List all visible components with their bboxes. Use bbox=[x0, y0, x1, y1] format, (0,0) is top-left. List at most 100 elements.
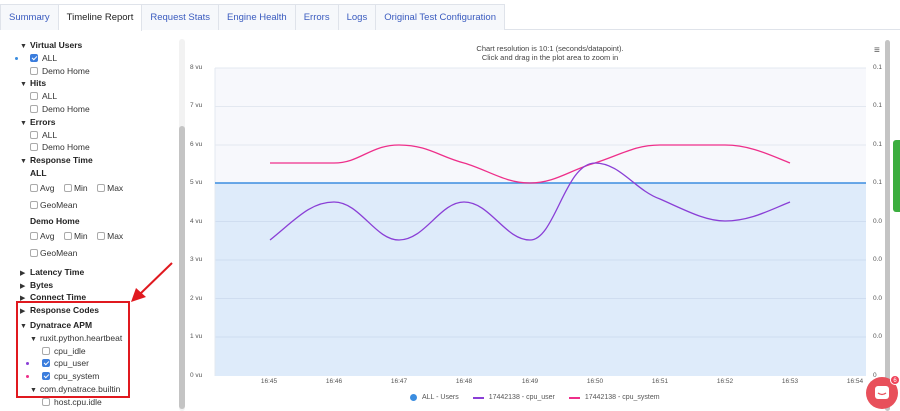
checkbox[interactable] bbox=[30, 231, 38, 240]
series-color-dot bbox=[15, 56, 18, 60]
group-virtual-users[interactable]: ▼ Virtual Users bbox=[20, 39, 123, 52]
checkbox[interactable] bbox=[30, 200, 38, 209]
group-errors[interactable]: ▼ Errors bbox=[20, 116, 123, 129]
checkbox[interactable] bbox=[30, 183, 38, 192]
checkbox-min[interactable]: Min bbox=[63, 183, 88, 193]
chart-title-line1: Chart resolution is 10:1 (seconds/datapo… bbox=[476, 44, 624, 53]
group-dynatrace-apm[interactable]: ▼ Dynatrace APM bbox=[20, 319, 123, 332]
checkbox-virtual-users-all[interactable]: ALL bbox=[15, 52, 123, 65]
response-time-all-options: Avg Min Max bbox=[20, 180, 123, 197]
checkbox-avg[interactable]: Avg bbox=[30, 183, 55, 193]
caret-down-icon[interactable]: ▼ bbox=[20, 119, 27, 127]
checkbox-errors-demo-home[interactable]: Demo Home bbox=[20, 141, 123, 154]
tab-original-test-configuration[interactable]: Original Test Configuration bbox=[376, 4, 505, 30]
checkbox-checked[interactable] bbox=[42, 372, 50, 381]
checkbox-cpu-system[interactable]: cpu_system bbox=[20, 370, 123, 383]
checkbox[interactable] bbox=[42, 346, 50, 355]
checkbox-cpu-user[interactable]: cpu_user bbox=[20, 357, 123, 370]
checkbox[interactable] bbox=[97, 231, 106, 240]
y-right-tick: 0.1 bbox=[873, 102, 883, 109]
checkbox-hits-all[interactable]: ALL bbox=[20, 90, 123, 103]
checkbox[interactable] bbox=[30, 248, 38, 257]
x-tick: 16:49 bbox=[521, 378, 539, 385]
legend-item-cpu-system[interactable]: 17442138 - cpu_system bbox=[568, 394, 660, 401]
checkbox-virtual-users-demo-home[interactable]: Demo Home bbox=[20, 65, 123, 78]
caret-right-icon[interactable]: ▶ bbox=[20, 269, 26, 277]
group-connect-time[interactable]: ▶ Connect Time bbox=[20, 291, 123, 304]
response-time-demo-home-options: Avg Min Max bbox=[20, 228, 123, 245]
group-latency-time[interactable]: ▶ Latency Time bbox=[20, 266, 123, 279]
hamburger-menu-icon[interactable]: ≡ bbox=[874, 45, 880, 56]
y-tick: 8 vu bbox=[190, 64, 203, 71]
checkbox-checked[interactable] bbox=[42, 359, 50, 368]
caret-down-icon[interactable]: ▼ bbox=[30, 386, 37, 394]
x-tick: 16:46 bbox=[325, 378, 343, 385]
y-tick: 1 vu bbox=[190, 333, 203, 340]
checkbox-max[interactable]: Max bbox=[97, 183, 123, 193]
tab-timeline-report[interactable]: Timeline Report bbox=[58, 4, 143, 31]
caret-right-icon[interactable]: ▶ bbox=[20, 282, 26, 290]
checkbox-geomean[interactable]: GeoMean bbox=[20, 245, 123, 262]
x-tick: 16:45 bbox=[260, 378, 278, 385]
checkbox-errors-all[interactable]: ALL bbox=[20, 129, 123, 142]
response-time-all-label: ALL bbox=[30, 167, 47, 178]
legend-line-icon bbox=[472, 396, 484, 399]
caret-right-icon[interactable]: ▶ bbox=[20, 308, 26, 316]
checkbox[interactable] bbox=[63, 231, 72, 240]
checkbox-avg[interactable]: Avg bbox=[30, 231, 55, 241]
feedback-tab[interactable] bbox=[893, 140, 900, 212]
checkbox-min[interactable]: Min bbox=[63, 231, 88, 241]
x-tick: 16:52 bbox=[716, 378, 734, 385]
chart-title: Chart resolution is 10:1 (seconds/datapo… bbox=[380, 44, 720, 62]
checkbox-host-cpu-idle[interactable]: host.cpu.idle bbox=[20, 396, 123, 409]
checkbox[interactable] bbox=[30, 92, 38, 101]
chart-legend: ALL - Users 17442138 - cpu_user 17442138… bbox=[410, 394, 660, 401]
checkbox-cpu-idle[interactable]: cpu_idle bbox=[20, 345, 123, 358]
checkbox-geomean[interactable]: GeoMean bbox=[20, 197, 123, 214]
checkbox[interactable] bbox=[30, 130, 38, 139]
checkbox-hits-demo-home[interactable]: Demo Home bbox=[20, 103, 123, 116]
tab-errors[interactable]: Errors bbox=[295, 4, 339, 30]
checkbox[interactable] bbox=[30, 143, 38, 152]
y-tick: 7 vu bbox=[190, 102, 203, 109]
y-right-tick: 0.0 bbox=[873, 333, 883, 340]
y-tick: 0 vu bbox=[190, 372, 203, 379]
tab-engine-health[interactable]: Engine Health bbox=[219, 4, 296, 30]
caret-right-icon[interactable]: ▶ bbox=[20, 295, 26, 303]
caret-down-icon[interactable]: ▼ bbox=[20, 81, 27, 89]
checkbox-max[interactable]: Max bbox=[97, 231, 123, 241]
y-tick: 2 vu bbox=[190, 295, 203, 302]
checkbox[interactable] bbox=[42, 397, 50, 406]
chat-notification-badge: 6 bbox=[890, 375, 900, 385]
sidebar-scrollbar-thumb[interactable] bbox=[179, 126, 185, 409]
x-tick: 16:50 bbox=[586, 378, 604, 385]
caret-down-icon[interactable]: ▼ bbox=[20, 322, 27, 330]
group-com-dynatrace-builtin[interactable]: ▼ com.dynatrace.builtin bbox=[20, 383, 123, 396]
group-response-codes[interactable]: ▶ Response Codes bbox=[20, 304, 123, 317]
page-scrollbar[interactable] bbox=[885, 40, 890, 411]
y-tick: 5 vu bbox=[190, 179, 203, 186]
group-ruxit-python-heartbeat[interactable]: ▼ ruxit.python.heartbeat bbox=[20, 332, 123, 345]
caret-down-icon[interactable]: ▼ bbox=[20, 158, 27, 166]
legend-item-cpu-user[interactable]: 17442138 - cpu_user bbox=[472, 394, 555, 401]
caret-down-icon[interactable]: ▼ bbox=[30, 335, 37, 343]
tab-logs[interactable]: Logs bbox=[338, 4, 377, 30]
group-response-time[interactable]: ▼ Response Time bbox=[20, 154, 123, 167]
x-tick: 16:47 bbox=[390, 378, 408, 385]
tab-summary[interactable]: Summary bbox=[0, 4, 59, 30]
checkbox[interactable] bbox=[63, 183, 72, 192]
y-right-tick: 0.0 bbox=[873, 256, 883, 263]
caret-down-icon[interactable]: ▼ bbox=[20, 43, 27, 50]
metrics-sidebar: ▼ Virtual Users ALL Demo Home ▼ Hits ALL D… bbox=[0, 31, 185, 411]
group-hits[interactable]: ▼ Hits bbox=[20, 77, 123, 90]
checkbox[interactable] bbox=[97, 183, 106, 192]
checkbox[interactable] bbox=[30, 66, 38, 75]
tab-request-stats[interactable]: Request Stats bbox=[142, 4, 220, 30]
y-right-tick: 0 bbox=[873, 372, 877, 379]
checkbox[interactable] bbox=[30, 104, 38, 113]
group-bytes[interactable]: ▶ Bytes bbox=[20, 279, 123, 292]
legend-item-all-users[interactable]: ALL - Users bbox=[410, 394, 459, 401]
checkbox-checked[interactable] bbox=[30, 53, 38, 62]
y-right-tick: 0.0 bbox=[873, 218, 883, 225]
